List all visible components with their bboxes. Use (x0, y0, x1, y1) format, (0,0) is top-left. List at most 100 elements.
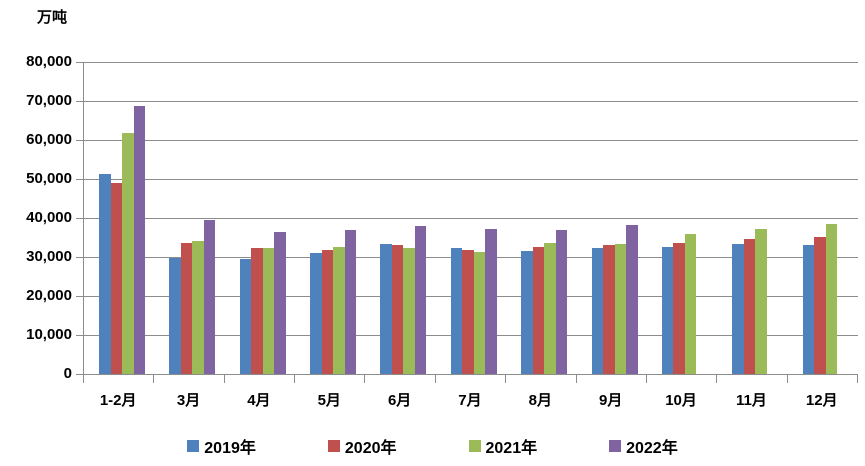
x-axis-labels: 1-2月 3月 4月 5月 6月 7月 8月 9月 10月 11月 12月 (83, 389, 857, 410)
bar (391, 244, 404, 374)
x-tick-label: 1-2月 (99, 392, 137, 409)
bar (544, 243, 556, 374)
legend-item: 2021年 (468, 434, 538, 458)
bar (122, 132, 134, 374)
bar (755, 229, 767, 374)
bar (450, 248, 463, 374)
bar-group (225, 62, 295, 374)
legend-item: 2020年 (327, 434, 397, 458)
bar-group (577, 62, 647, 374)
x-tick-label: 10月 (665, 392, 697, 409)
bar (99, 173, 111, 374)
x-tick-mark (716, 375, 718, 383)
bar (462, 249, 474, 374)
bar (521, 250, 533, 374)
bar (485, 228, 497, 374)
y-tick-label: 20,000 (26, 287, 72, 304)
legend-item: 2019年 (187, 434, 256, 458)
y-tick-mark (76, 257, 83, 258)
bar (403, 248, 415, 374)
legend-label: 2019年 (204, 440, 256, 457)
legend-swatch-icon (468, 440, 481, 452)
x-tick-mark (434, 375, 436, 383)
y-tick-label: 60,000 (26, 131, 72, 148)
bar (473, 251, 486, 374)
x-tick-mark (645, 375, 647, 383)
legend-swatch-icon (187, 440, 200, 452)
legend-swatch-icon (609, 440, 622, 452)
x-tick-label: 11月 (735, 392, 767, 409)
legend-label: 2021年 (485, 440, 538, 457)
x-tick-mark (575, 375, 577, 383)
x-tick-mark (153, 375, 155, 383)
y-tick-label: 40,000 (26, 209, 72, 226)
y-tick-mark (76, 335, 83, 336)
y-tick-mark (76, 374, 83, 375)
bar-group (154, 62, 224, 374)
x-tick-mark (364, 375, 366, 383)
legend-swatch-icon (327, 440, 340, 452)
bar (532, 246, 545, 374)
x-tick-label: 12月 (805, 392, 838, 409)
bar (603, 245, 615, 374)
y-tick-mark (76, 140, 83, 141)
y-tick-mark (76, 101, 83, 102)
y-tick-mark (76, 62, 83, 63)
bar (661, 246, 674, 374)
y-tick-label: 80,000 (26, 53, 72, 70)
gridline (84, 218, 858, 219)
bar-group (365, 62, 435, 374)
x-tick-mark (505, 375, 507, 383)
bar (239, 259, 252, 374)
y-axis-unit-label: 万吨 (37, 9, 68, 26)
bar (732, 243, 744, 374)
bar (414, 226, 427, 374)
bar (684, 234, 697, 374)
x-tick-label: 9月 (599, 392, 623, 409)
gridline (84, 140, 858, 141)
y-tick-label: 30,000 (26, 248, 72, 265)
x-tick-mark (294, 375, 296, 383)
bar (333, 246, 345, 374)
x-tick-mark (786, 375, 788, 383)
y-tick-label: 10,000 (26, 326, 72, 343)
bar-group (436, 62, 506, 374)
y-tick-mark (76, 179, 83, 180)
y-tick-label: 0 (63, 365, 72, 382)
bar (321, 249, 334, 374)
x-tick-label: 7月 (458, 392, 482, 409)
gridline (84, 101, 858, 102)
bar (310, 252, 322, 374)
bar (192, 241, 204, 374)
bar (591, 247, 604, 374)
bar (180, 242, 193, 374)
gridline (84, 62, 858, 63)
legend-item: 2022年 (609, 434, 678, 458)
bar (380, 244, 392, 374)
bar-group (506, 62, 576, 374)
x-tick-label: 8月 (528, 392, 552, 409)
bar (133, 106, 145, 374)
bar (251, 248, 263, 374)
bar-group (84, 62, 154, 374)
bar-group (295, 62, 365, 374)
bar (802, 244, 815, 374)
x-tick-mark (857, 375, 858, 383)
x-tick-mark (83, 375, 84, 383)
y-tick-mark (76, 218, 83, 219)
x-tick-label: 6月 (387, 392, 412, 409)
y-tick-label: 50,000 (26, 170, 72, 187)
bar (169, 257, 181, 374)
bar (626, 224, 638, 374)
plot-area (76, 62, 858, 375)
y-tick-mark (76, 296, 83, 297)
bar (555, 229, 568, 374)
x-tick-label: 4月 (247, 392, 271, 409)
bar (203, 219, 216, 374)
legend: 2019年 2020年 2021年 2022年 (0, 434, 865, 458)
bar (614, 243, 627, 374)
x-tick-label: 3月 (176, 392, 201, 409)
gridline (84, 179, 858, 180)
bar (814, 236, 826, 374)
